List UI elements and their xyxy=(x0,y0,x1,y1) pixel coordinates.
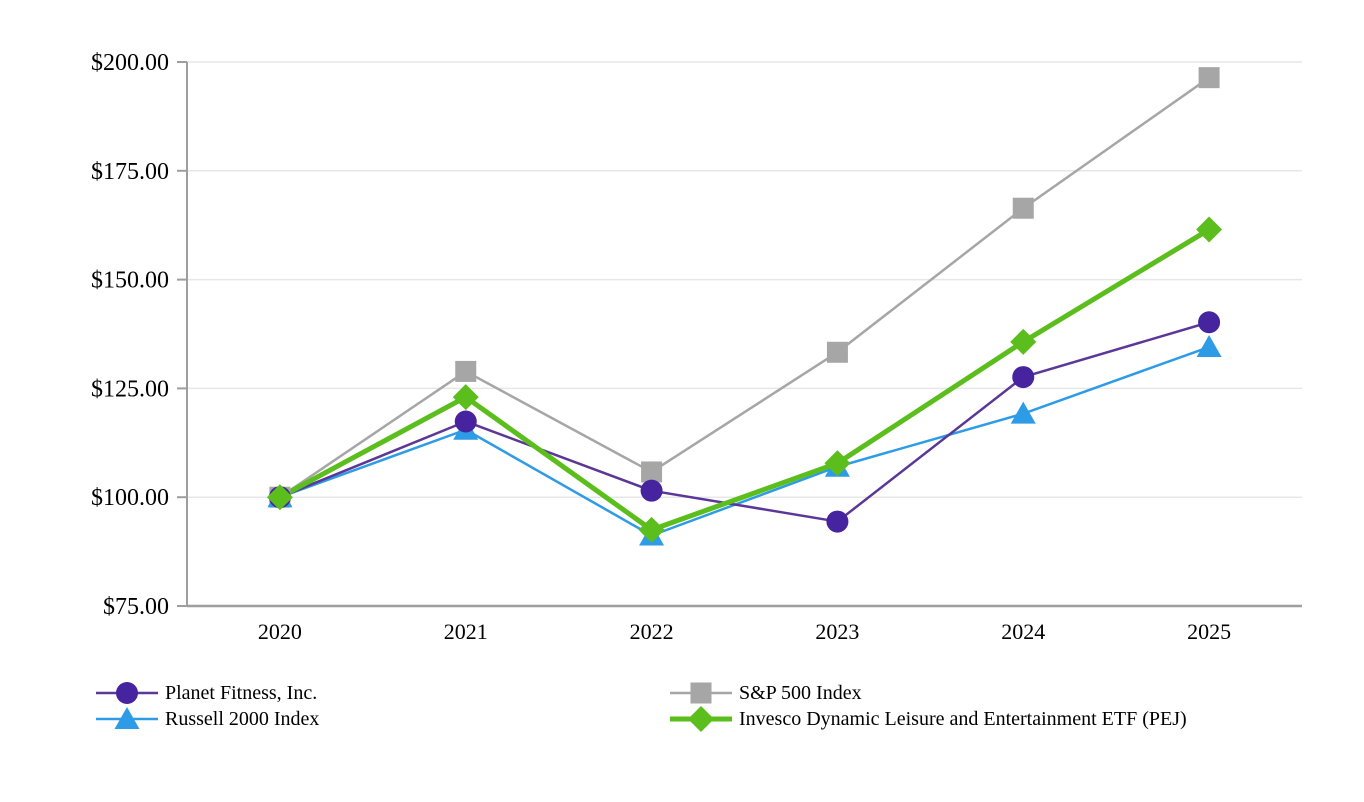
legend-triangle-marker-icon xyxy=(96,707,158,729)
data-point-circle xyxy=(1198,311,1221,334)
series-markers-russell-2000-index xyxy=(267,335,1222,546)
legend-label-invesco-pej: Invesco Dynamic Leisure and Entertainmen… xyxy=(739,708,1187,730)
data-point-circle xyxy=(1012,366,1035,389)
y-axis-tick-label: $200.00 xyxy=(91,50,169,76)
data-point-diamond xyxy=(1010,328,1037,355)
legend-item-invesco-pej: Invesco Dynamic Leisure and Entertainmen… xyxy=(668,706,1187,732)
legend-label-russell-2000: Russell 2000 Index xyxy=(165,708,320,730)
chart-legend-right-column: S&P 500 Index Invesco Dynamic Leisure an… xyxy=(668,680,1187,732)
legend-marker xyxy=(116,682,138,704)
series-path xyxy=(278,320,1211,523)
axes xyxy=(177,61,1302,608)
data-point-triangle xyxy=(1196,335,1222,358)
series-markers-planet-fitness-inc- xyxy=(268,311,1221,533)
y-axis-tick-label: $125.00 xyxy=(91,376,169,402)
x-axis-tick-label: 2021 xyxy=(444,619,488,644)
series-markers-s-p-500-index xyxy=(269,67,1220,508)
data-point-diamond xyxy=(824,450,851,477)
legend-square-marker-icon xyxy=(670,682,732,704)
series-line-invesco-dynamic-leisure-and-entertainment-etf-pej- xyxy=(277,227,1212,533)
data-point-circle xyxy=(454,410,477,433)
series-path xyxy=(278,76,1211,499)
data-point-square xyxy=(826,341,848,363)
y-axis-tick-label: $100.00 xyxy=(91,485,169,511)
x-axis-tick-label: 2024 xyxy=(1001,619,1045,644)
series-markers-invesco-dynamic-leisure-and-entertainment-etf-pej- xyxy=(266,216,1223,543)
data-point-square xyxy=(1012,197,1034,219)
series-line-russell-2000-index xyxy=(278,345,1211,537)
series-path xyxy=(278,345,1211,537)
y-axis-tick-label: $75.00 xyxy=(103,594,169,620)
legend-marker xyxy=(690,682,712,704)
data-point-circle xyxy=(826,510,849,533)
legend-label-sp500: S&P 500 Index xyxy=(739,682,862,704)
series-path xyxy=(277,227,1212,533)
data-point-triangle xyxy=(1010,401,1036,424)
gridlines xyxy=(187,61,1302,498)
series-line-planet-fitness-inc- xyxy=(278,320,1211,523)
x-axis-tick-label: 2022 xyxy=(630,619,674,644)
data-point-square xyxy=(641,461,663,483)
x-axis-labels: 2020 2021 2022 2023 2024 2025 xyxy=(258,619,1231,644)
legend-diamond-marker-icon xyxy=(670,706,732,732)
data-point-square xyxy=(455,360,477,382)
y-axis-tick-label: $150.00 xyxy=(91,268,169,294)
y-axis-labels: $75.00 $100.00 $125.00 $150.00 $175.00 $200.0… xyxy=(91,50,169,620)
series-line-s-p-500-index xyxy=(278,76,1211,499)
legend-marker xyxy=(688,706,714,732)
legend-item-planet-fitness: Planet Fitness, Inc. xyxy=(94,680,319,706)
legend-circle-marker-icon xyxy=(96,682,158,704)
x-axis-tick-label: 2023 xyxy=(815,619,859,644)
data-point-diamond xyxy=(1196,216,1223,243)
y-axis-tick-label: $175.00 xyxy=(91,159,169,185)
data-point-diamond xyxy=(638,516,665,543)
legend-item-russell-2000: Russell 2000 Index xyxy=(94,706,319,732)
data-point-diamond xyxy=(266,484,293,511)
x-axis-tick-label: 2025 xyxy=(1187,619,1231,644)
x-axis-tick-label: 2020 xyxy=(258,619,302,644)
data-point-diamond xyxy=(452,384,479,411)
data-point-circle xyxy=(640,479,663,502)
plot-area: $75.00 $100.00 $125.00 $150.00 $175.00 $200.0… xyxy=(91,50,1302,644)
chart-legend-left-column: Planet Fitness, Inc. Russell 2000 Index xyxy=(94,680,319,732)
legend-marker xyxy=(114,707,140,729)
data-point-square xyxy=(1198,67,1220,89)
legend-label-planet-fitness: Planet Fitness, Inc. xyxy=(165,682,318,704)
legend-item-sp500: S&P 500 Index xyxy=(668,680,1187,706)
